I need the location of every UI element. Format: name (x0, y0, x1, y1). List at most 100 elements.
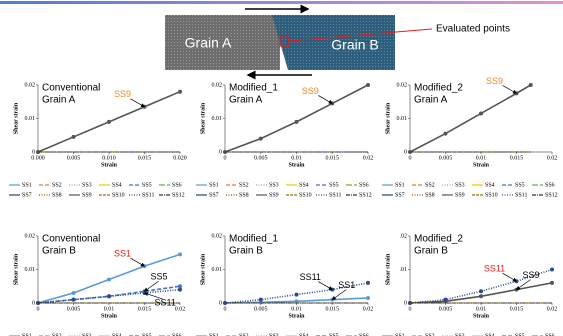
y-tick-label: 0.01 (212, 116, 223, 122)
legend-label: SS5 (515, 182, 525, 188)
chart-subtitle: Grain A (414, 95, 448, 106)
x-tick-label: 0.02 (547, 306, 558, 312)
chart-title: Modified_2 (414, 83, 463, 94)
legend-label: SS6 (359, 182, 369, 188)
y-tick-label: 0.01 (25, 116, 36, 122)
x-axis-label: Strain (473, 162, 490, 168)
legend-label: SS2 (239, 182, 249, 188)
legend-label: SS3 (82, 182, 92, 188)
x-tick-label: 0.01 (104, 306, 115, 312)
chart-title: Conventional (42, 83, 100, 94)
series-marker (295, 293, 299, 297)
x-tick-label: 0.010 (102, 155, 116, 161)
legend-label: SS2 (425, 182, 435, 188)
x-tick-label: 0.01 (476, 155, 487, 161)
annotation-arrow (318, 282, 332, 290)
chart: 00.010.0200.0050.010.0150.02StrainShear … (382, 76, 558, 199)
legend-label: SS8 (239, 192, 249, 198)
series-marker (178, 288, 182, 292)
chart-title: Conventional (42, 234, 100, 245)
callout-label: Evaluated points (436, 24, 510, 35)
series-marker (107, 294, 111, 298)
x-axis-label: Strain (101, 313, 118, 319)
annotation: SS9 (302, 86, 319, 96)
series-marker (259, 137, 263, 141)
y-tick-label: .01 (400, 267, 408, 273)
legend-label: SS4 (485, 182, 495, 188)
x-axis-label: Strain (288, 162, 305, 168)
y-axis-label: Shear strain (385, 102, 391, 134)
legend-label: SS5 (142, 182, 152, 188)
legend-label: SS2 (52, 182, 62, 188)
chart-subtitle: Grain B (229, 246, 263, 257)
series-marker (550, 281, 554, 285)
y-tick-label: 0.02 (212, 233, 223, 239)
chart-subtitle: Grain A (42, 95, 76, 106)
x-axis-label: Strain (288, 313, 305, 319)
x-tick-label: 0 (224, 155, 227, 161)
y-axis-label: Shear strain (200, 102, 206, 134)
y-tick-label: 0.02 (25, 82, 36, 88)
series-marker (479, 289, 483, 293)
series-marker (107, 120, 111, 124)
y-tick-label: 0.01 (212, 267, 223, 273)
x-tick-label: 0.02 (363, 306, 374, 312)
series-marker (529, 83, 533, 87)
legend-label: SS1 (22, 182, 32, 188)
x-tick-label: 0.02 (175, 306, 186, 312)
x-tick-label: 0 (224, 306, 227, 312)
legend-label: SS6 (172, 182, 182, 188)
x-tick-label: 0 (409, 306, 412, 312)
legend-label: SS9 (269, 192, 279, 198)
x-tick-label: 0.02 (547, 155, 558, 161)
legend-label: SS12 (172, 192, 185, 198)
annotation: SS11 (155, 297, 176, 307)
series-marker (479, 294, 483, 298)
annotation: SS11 (300, 272, 321, 282)
legend-label: SS3 (269, 182, 279, 188)
x-tick-label: 0.015 (510, 306, 524, 312)
legend-label: SS8 (425, 192, 435, 198)
x-tick-label: 0.01 (291, 306, 302, 312)
y-tick-label: .02 (400, 233, 408, 239)
x-tick-label: 0.005 (67, 306, 81, 312)
legend-label: SS3 (455, 182, 465, 188)
annotation: SS5 (151, 272, 168, 282)
chart-title: Modified_1 (229, 83, 278, 94)
chart-title: Modified_1 (229, 234, 278, 245)
series-marker (295, 120, 299, 124)
series-marker (479, 111, 483, 115)
annotation: SS9 (486, 76, 503, 86)
legend-label: SS1 (209, 182, 219, 188)
x-tick-label: 0.015 (510, 155, 524, 161)
y-axis-label: Shear strain (385, 253, 391, 285)
annotation: SS1 (114, 249, 131, 259)
series-marker (259, 298, 263, 302)
legend-label: SS10 (299, 192, 312, 198)
x-tick-label: 0.005 (254, 306, 268, 312)
grain-diagram: Grain A Grain B Evaluated points (165, 9, 510, 75)
grain-a-label: Grain A (185, 35, 232, 51)
legend-label: SS11 (515, 192, 527, 198)
x-tick-label: 0.020 (173, 155, 187, 161)
x-tick-label: 0.005 (254, 155, 268, 161)
series-marker (366, 296, 370, 300)
legend-label: SS11 (329, 192, 341, 198)
legend-label: SS5 (329, 182, 339, 188)
annotation-arrow (318, 95, 332, 103)
legend-label: SS12 (359, 192, 372, 198)
x-tick-label: 0.015 (326, 155, 340, 161)
annotation: SS9 (114, 89, 131, 99)
chart: 00.010.0200.0050.010.0150.02StrainShear … (9, 233, 185, 336)
legend-label: SS6 (545, 182, 555, 188)
annotation-arrow (131, 99, 145, 107)
header-bar (0, 1, 563, 4)
series-marker (72, 135, 76, 139)
legend-label: SS10 (112, 192, 125, 198)
legend-label: SS8 (52, 192, 62, 198)
y-tick-label: 0.02 (212, 82, 223, 88)
legend-label: SS7 (395, 192, 405, 198)
y-tick-label: 0 (404, 300, 407, 306)
